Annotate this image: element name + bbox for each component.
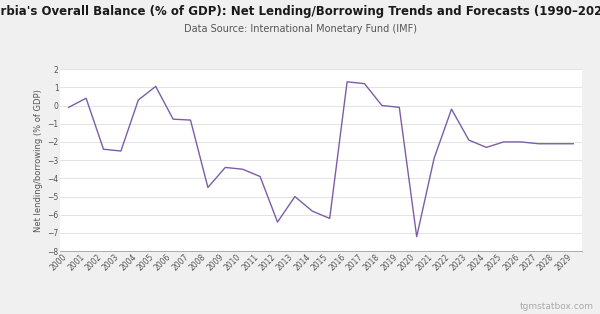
Y-axis label: Net lending/borrowing (% of GDP): Net lending/borrowing (% of GDP)	[34, 89, 43, 232]
Text: Data Source: International Monetary Fund (IMF): Data Source: International Monetary Fund…	[184, 24, 416, 34]
Text: Serbia's Overall Balance (% of GDP): Net Lending/Borrowing Trends and Forecasts : Serbia's Overall Balance (% of GDP): Net…	[0, 5, 600, 18]
Text: tgmstatbox.com: tgmstatbox.com	[520, 302, 594, 311]
